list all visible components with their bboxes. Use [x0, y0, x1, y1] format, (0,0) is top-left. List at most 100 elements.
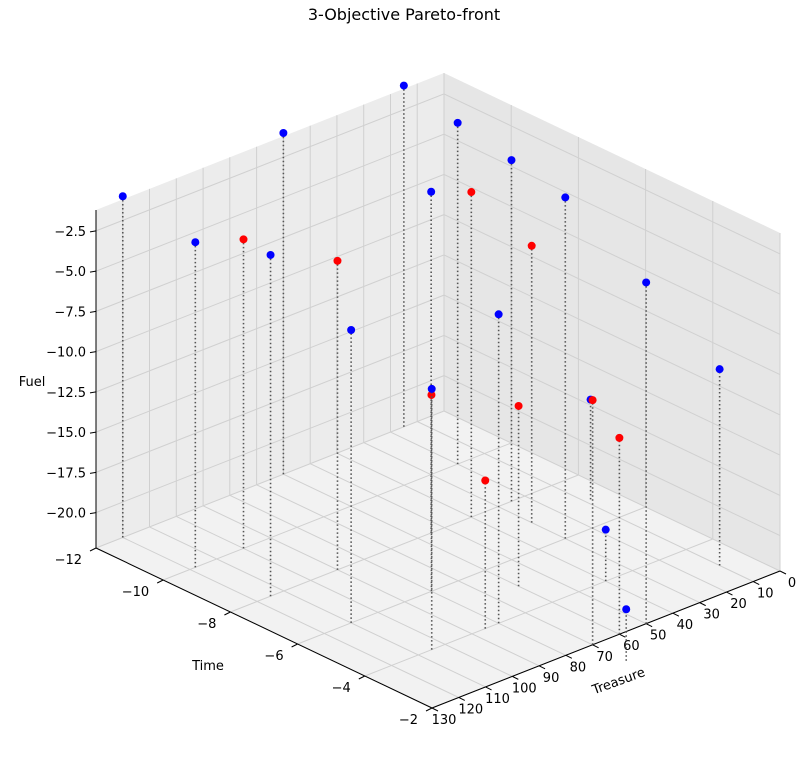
treasure-tick	[538, 665, 546, 670]
fuel-tick-label: −12.5	[46, 386, 86, 401]
treasure-tick	[779, 570, 787, 575]
time-axis-line	[95, 547, 433, 709]
time-tick-label: −6	[264, 649, 283, 664]
data-point	[467, 188, 476, 197]
fuel-axis-label: Fuel	[19, 375, 46, 390]
fuel-tick	[89, 512, 97, 515]
treasure-tick-label: 20	[730, 597, 747, 612]
data-point	[333, 256, 342, 265]
treasure-tick	[645, 623, 653, 628]
time-tick	[156, 579, 164, 584]
data-point	[427, 390, 436, 399]
treasure-tick-label: 100	[512, 681, 537, 696]
data-point	[507, 156, 516, 165]
time-tick-label: −2	[399, 713, 418, 728]
grid-line-z	[95, 173, 781, 335]
data-point	[494, 310, 503, 319]
time-tick-label: −8	[197, 617, 216, 632]
time-tick-label: −10	[122, 585, 149, 600]
data-point	[601, 525, 610, 534]
fuel-tick-label: −10.0	[46, 346, 86, 361]
data-point	[427, 187, 436, 196]
treasure-tick-label: 80	[570, 660, 587, 675]
grid-line-z	[95, 214, 781, 376]
time-tick-label: −4	[332, 681, 351, 696]
fuel-tick	[89, 310, 97, 313]
fuel-tick	[89, 351, 97, 354]
data-point	[399, 81, 408, 90]
treasure-tick	[485, 686, 492, 691]
grid-line-z	[95, 254, 781, 416]
data-point	[118, 192, 127, 201]
treasure-tick-label: 30	[703, 608, 720, 623]
treasure-axis-line	[431, 570, 781, 709]
treasure-tick-label: 60	[623, 639, 640, 654]
data-point	[453, 118, 462, 127]
pane-time-back	[96, 73, 444, 548]
fuel-tick	[89, 431, 97, 434]
fuel-tick	[89, 270, 97, 273]
treasure-tick-label: 90	[543, 671, 560, 686]
treasure-tick-label: 10	[757, 587, 774, 602]
treasure-tick	[512, 675, 519, 680]
fuel-tick-label: −2.5	[54, 225, 86, 240]
data-point	[279, 129, 288, 138]
fuel-tick-label: −20.0	[46, 507, 86, 522]
fuel-tick-label: −15.0	[46, 426, 86, 441]
treasure-tick-label: 120	[458, 702, 483, 717]
data-point	[588, 396, 597, 405]
data-point	[347, 325, 356, 334]
treasure-tick	[726, 591, 733, 596]
fuel-tick	[89, 471, 97, 474]
pane-treasure-back	[444, 73, 780, 571]
data-point	[561, 193, 570, 202]
data-point	[191, 238, 200, 247]
data-point	[527, 241, 536, 250]
treasure-tick	[672, 612, 680, 617]
data-point	[615, 433, 624, 442]
grid-line-z	[95, 334, 781, 496]
treasure-tick-label: 110	[485, 692, 510, 707]
fuel-tick-label: −5.0	[54, 265, 86, 280]
grid-line-y	[230, 137, 579, 613]
fuel-tick-label: −7.5	[54, 305, 86, 320]
treasure-tick	[699, 602, 706, 607]
data-point	[622, 605, 631, 614]
time-axis-label: Time	[191, 659, 224, 674]
treasure-tick	[753, 581, 760, 585]
grid-line-y	[163, 105, 512, 581]
treasure-tick	[458, 697, 465, 701]
time-tick	[89, 547, 97, 552]
treasure-tick-label: 130	[432, 713, 457, 728]
time-tick	[358, 675, 366, 680]
data-point	[642, 278, 651, 287]
grid-line-z	[95, 375, 781, 537]
data-point	[427, 384, 436, 393]
treasure-tick	[619, 633, 626, 638]
treasure-tick-label: 40	[677, 618, 694, 633]
data-point	[514, 401, 523, 410]
time-tick	[425, 707, 433, 712]
fuel-tick-label: −17.5	[46, 466, 86, 481]
grid-line-z	[95, 133, 781, 295]
time-tick	[291, 643, 298, 648]
data-point	[266, 250, 275, 259]
treasure-tick	[431, 707, 439, 712]
pane-floor	[96, 411, 780, 708]
time-tick-label: −12	[55, 553, 82, 568]
grid-line-z	[95, 93, 781, 255]
treasure-axis-label: Treasure	[589, 665, 647, 698]
treasure-tick	[592, 644, 599, 649]
fuel-tick	[89, 391, 97, 394]
treasure-tick	[565, 654, 573, 659]
treasure-tick-label: 50	[650, 629, 667, 644]
grid-line-y	[364, 201, 714, 677]
data-point	[481, 476, 490, 485]
chart-title: 3-Objective Pareto-front	[308, 5, 500, 24]
treasure-tick-label: 70	[596, 650, 613, 665]
data-point	[715, 365, 724, 374]
treasure-tick-label: 0	[788, 576, 796, 591]
data-point	[239, 235, 248, 244]
